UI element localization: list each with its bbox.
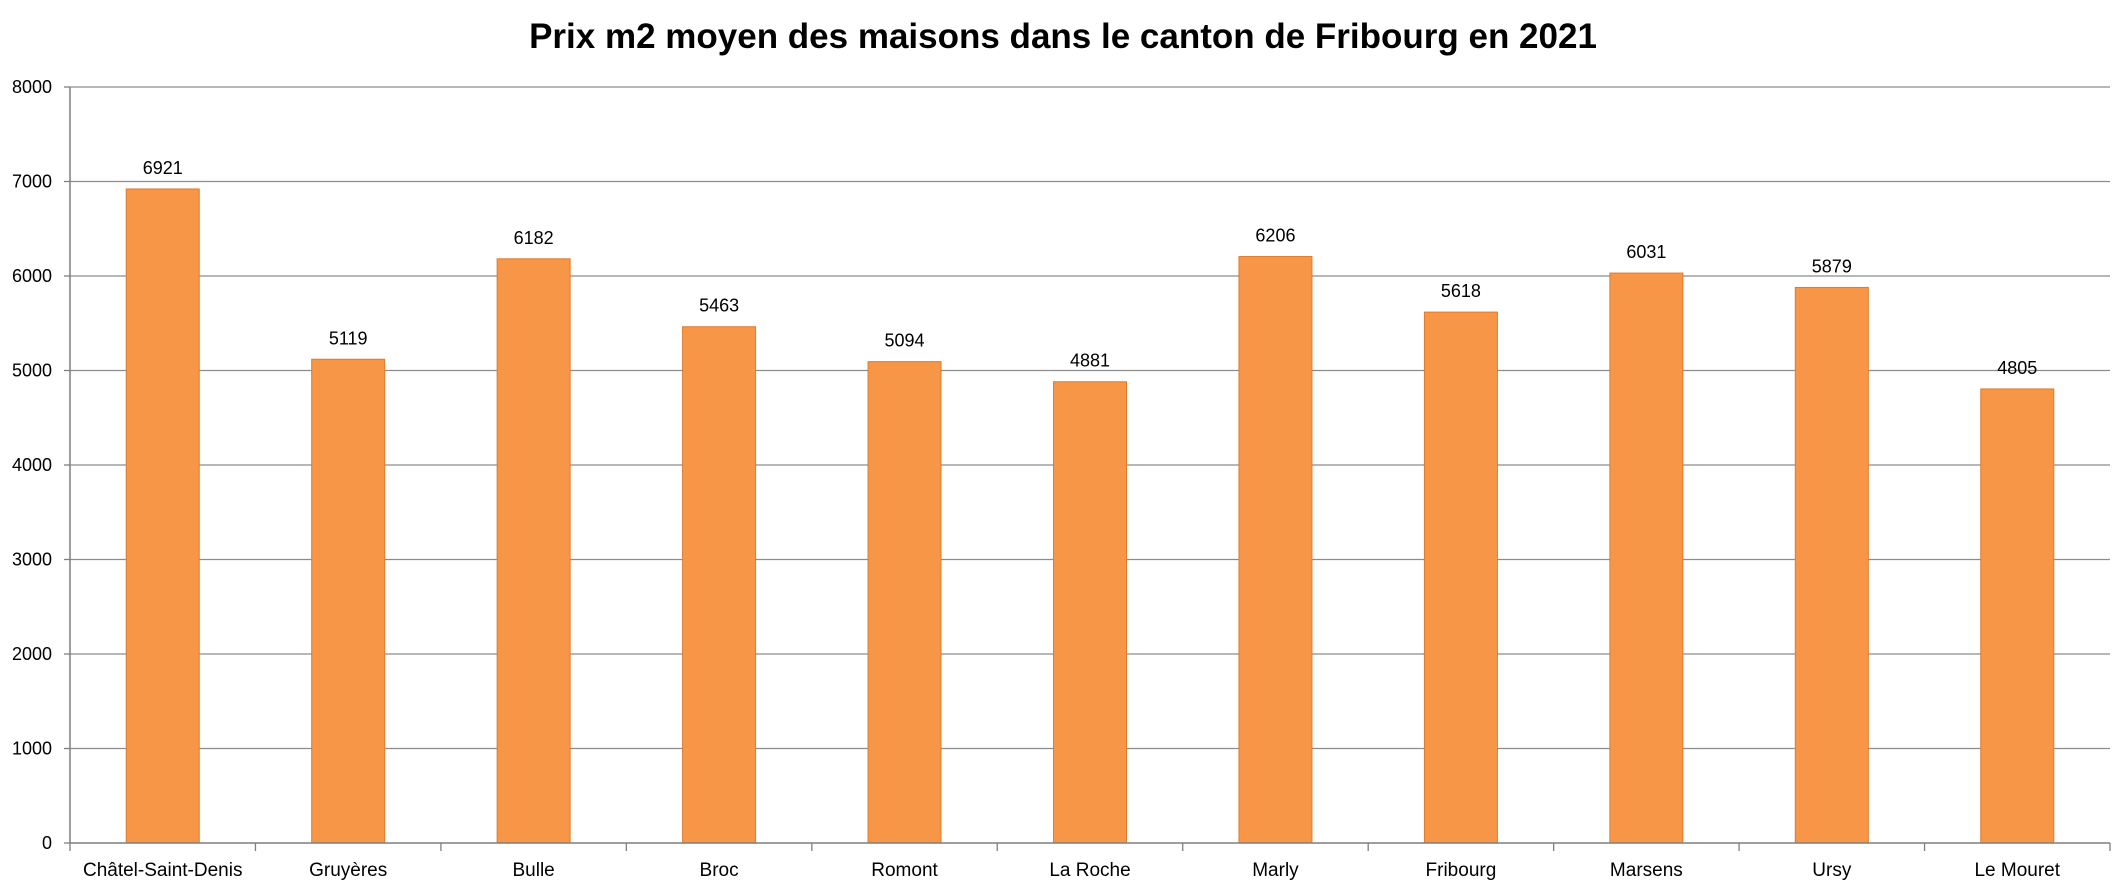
y-tick-label: 6000: [12, 266, 52, 286]
data-label: 6182: [514, 228, 554, 248]
y-tick-label: 1000: [12, 739, 52, 759]
bar: [125, 188, 200, 844]
data-label: 5119: [329, 328, 368, 348]
y-tick-label: 7000: [12, 172, 52, 192]
bar: [1423, 311, 1498, 844]
data-labels: 6921 5119 6182 5463 5094 4881 6206 5618 6031 5879…: [143, 158, 2038, 378]
data-label: 4881: [1070, 351, 1110, 371]
bar: [1238, 256, 1313, 844]
bar: [1980, 388, 2055, 844]
x-tick-label: Bulle: [513, 860, 555, 881]
y-tick-label: 4000: [12, 455, 52, 475]
bar: [867, 361, 942, 844]
chart-title: Prix m2 moyen des maisons dans le canton…: [529, 17, 1597, 56]
x-tick-label: Fribourg: [1426, 860, 1497, 881]
bar: [1609, 272, 1684, 844]
data-label: 5094: [885, 331, 925, 351]
data-label: 6921: [143, 158, 183, 178]
axes: [69, 87, 2111, 851]
data-label: 4805: [1997, 358, 2037, 378]
x-tick-label: Romont: [871, 860, 938, 881]
y-tick-label: 3000: [12, 550, 52, 570]
data-label: 5618: [1441, 281, 1481, 301]
x-tick-label: La Roche: [1049, 860, 1130, 881]
x-tick-label: Ursy: [1812, 860, 1852, 881]
data-label: 6031: [1626, 242, 1666, 262]
x-tick-label: Le Mouret: [1974, 860, 2060, 881]
y-tick-label: 0: [42, 833, 52, 853]
bar: [496, 258, 571, 844]
x-tick-label: Marsens: [1610, 860, 1683, 881]
x-axis-tick-labels: Châtel-Saint-Denis Gruyères Bulle Broc Romon…: [83, 860, 2061, 881]
x-tick-label: Broc: [700, 860, 739, 881]
y-axis-tick-labels: 0 1000 2000 3000 4000 5000 6000 7000 8000: [12, 77, 52, 853]
x-tick-label: Châtel-Saint-Denis: [83, 860, 242, 881]
bar: [1794, 286, 1869, 844]
x-tick-label: Gruyères: [309, 860, 387, 881]
data-label: 5879: [1812, 256, 1852, 276]
bar: [311, 358, 386, 844]
y-tick-label: 5000: [12, 361, 52, 381]
bar: [1053, 381, 1127, 844]
data-label: 6206: [1255, 226, 1295, 246]
bar: [682, 326, 757, 844]
y-tick-label: 2000: [12, 644, 52, 664]
bars: [125, 188, 2055, 844]
x-tick-label: Marly: [1252, 860, 1299, 881]
data-label: 5463: [699, 296, 739, 316]
y-tick-label: 8000: [12, 77, 52, 97]
